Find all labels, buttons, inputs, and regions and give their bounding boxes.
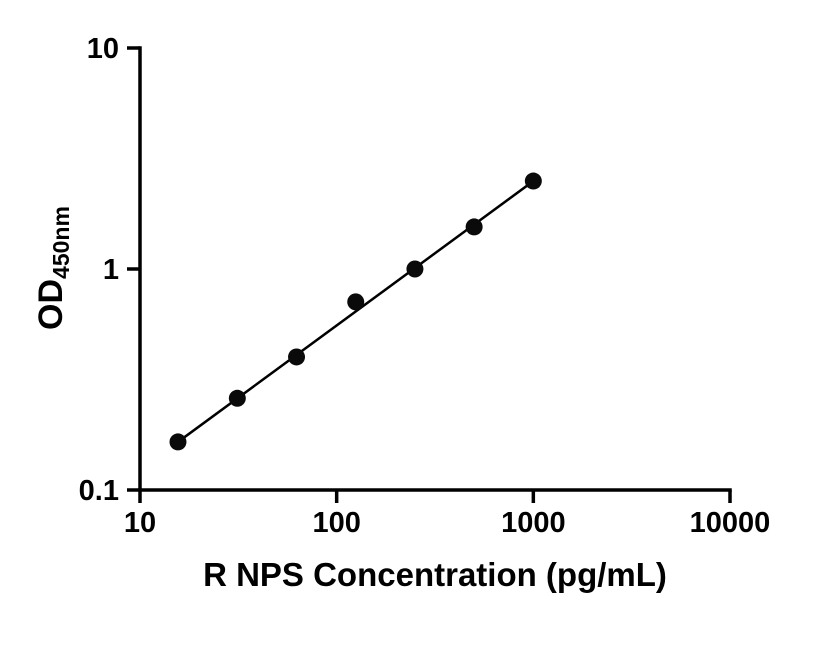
data-point (169, 433, 187, 451)
data-point (465, 218, 483, 236)
data-point (228, 389, 246, 407)
y-axis-title-subscript: 450nm (48, 206, 74, 279)
x-tick-label: 100 (312, 507, 360, 539)
data-point (347, 293, 365, 311)
plot-area: 10 100 1000 10000 0.1 1 10 (79, 33, 771, 539)
data-point (524, 172, 542, 190)
y-axis-title: OD450nm (32, 206, 74, 330)
x-tick-label: 10000 (690, 507, 771, 539)
y-tick-label: 10 (87, 33, 119, 65)
x-tick-label: 10 (124, 507, 156, 539)
x-tick-label: 1000 (501, 507, 566, 539)
x-axis-title: R NPS Concentration (pg/mL) (203, 556, 667, 593)
data-point (406, 260, 424, 278)
data-point (288, 348, 306, 366)
y-axis-title-main: OD (32, 279, 70, 330)
y-tick-label: 1 (103, 254, 119, 286)
y-tick-label: 0.1 (79, 475, 119, 507)
